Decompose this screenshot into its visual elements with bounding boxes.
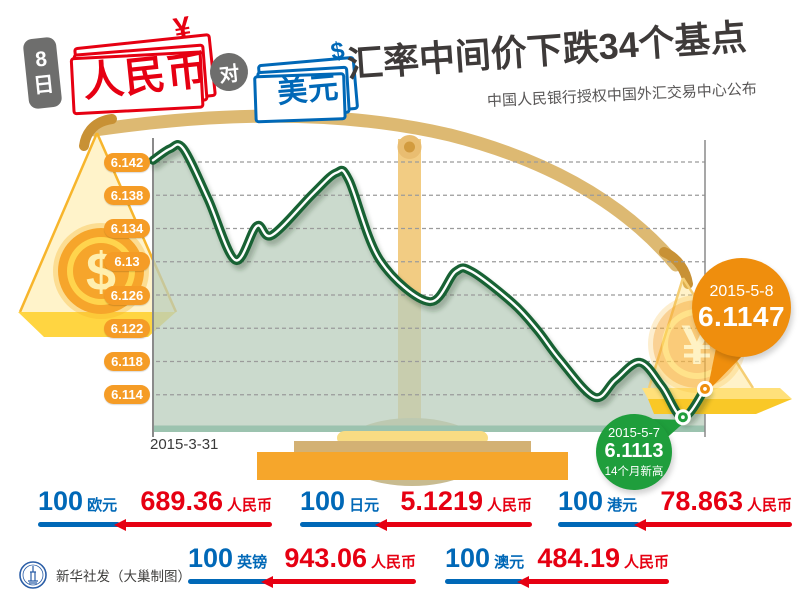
base-bar [188, 579, 268, 584]
xinhua-emblem-icon [19, 561, 47, 589]
quote-currency: 人民币 [226, 497, 272, 514]
right-pan-top [642, 388, 792, 399]
base-amount: 100 [188, 543, 234, 573]
beam-right-hook [659, 247, 693, 289]
y-axis-tick-pill: 6.134 [104, 219, 150, 238]
value-arrow [261, 575, 416, 588]
y-axis-tick-pill: 6.126 [104, 285, 150, 305]
value-arrow [374, 518, 532, 531]
base-amount: 100 [445, 543, 491, 573]
callout-note: 14个月新高 [604, 466, 664, 478]
chart-base-strip [153, 425, 705, 432]
rate-direction-bar [300, 518, 532, 531]
scale-beam [88, 109, 683, 272]
date-badge-day: 日 [32, 72, 56, 98]
value-arrow [633, 518, 792, 531]
usd-card-label: 美元 [275, 71, 341, 110]
callout-date: 2015-5-8 [709, 282, 774, 300]
rmb-card: 人民币 [73, 32, 217, 112]
callout-date: 2015-5-7 [607, 425, 661, 440]
base-bar [300, 522, 382, 527]
base-amount: 100 [558, 486, 604, 516]
data-point-marker [703, 387, 707, 391]
rate-value: 484.19 [537, 543, 620, 573]
rate-direction-bar [445, 575, 669, 588]
data-point-marker [681, 415, 685, 420]
rate-direction-bar [38, 518, 272, 531]
exchange-rate-item: 100 港元 78.863 人民币 [558, 486, 792, 531]
quote-currency: 人民币 [486, 497, 532, 514]
rmb-card-label: 人民币 [80, 46, 211, 106]
rate-direction-bar [188, 575, 416, 588]
value-arrow [113, 518, 272, 531]
exchange-rate-item: 100 欧元 689.36 人民币 [38, 486, 272, 531]
base-bar [38, 522, 120, 527]
y-axis-tick-pill: 6.142 [104, 152, 150, 172]
rate-value: 78.863 [660, 486, 743, 516]
exchange-rate-item: 100 澳元 484.19 人民币 [445, 543, 669, 588]
rate-line-series [148, 140, 713, 427]
base-currency: 港元 [607, 497, 638, 514]
exchange-rate-item: 100 英镑 943.06 人民币 [188, 543, 416, 588]
base-currency: 英镑 [237, 554, 268, 571]
quote-currency: 人民币 [370, 554, 416, 571]
chart-area-fill [153, 144, 705, 432]
rate-value: 943.06 [284, 543, 367, 573]
callout-latest-rate: 2015-5-8 6.1147 [692, 258, 791, 357]
exchange-rate-item: 100 日元 5.1219 人民币 [300, 486, 532, 531]
base-currency: 澳元 [494, 554, 525, 571]
credit-text: 新华社发（大巢制图） [56, 569, 191, 584]
orange-bubble-tail [707, 348, 746, 392]
line-inner-highlight [151, 143, 707, 419]
y-axis-tick-pill: 6.138 [104, 185, 150, 205]
beam-left-hook [79, 114, 117, 151]
y-axis-tick-pill: 6.118 [104, 352, 150, 371]
rate-value: 5.1219 [400, 486, 483, 516]
rate-value: 689.36 [140, 486, 223, 516]
pedestal-base [257, 452, 568, 480]
base-amount: 100 [38, 486, 84, 516]
y-axis-tick-pill: 6.122 [104, 318, 150, 338]
base-bar [558, 522, 640, 527]
credit-footer: 新华社发（大巢制图） [18, 560, 191, 590]
date-badge-number: 8 [34, 47, 49, 72]
callout-value: 6.1147 [697, 300, 786, 332]
callout-previous-rate: 2015-5-7 6.1113 14个月新高 [596, 414, 672, 490]
usd-card: 美元 [256, 55, 360, 119]
base-currency: 欧元 [87, 497, 118, 514]
versus-label: 对 [218, 62, 241, 87]
y-axis-tick-pill: 6.13 [104, 252, 150, 272]
base-amount: 100 [300, 486, 346, 516]
rate-direction-bar [558, 518, 792, 531]
data-point-markers [674, 380, 713, 426]
x-axis-start-label: 2015-3-31 [150, 436, 219, 453]
exchange-rate-chart [152, 138, 706, 437]
scale-pivot-center [404, 141, 415, 153]
quote-currency: 人民币 [623, 554, 669, 571]
pedestal-mid [294, 441, 531, 452]
value-arrow [516, 575, 669, 588]
base-currency: 日元 [349, 497, 380, 514]
quote-currency: 人民币 [746, 497, 792, 514]
y-axis-tick-pill: 6.114 [104, 385, 150, 405]
base-bar [445, 579, 524, 584]
callout-value: 6.1113 [604, 440, 664, 462]
